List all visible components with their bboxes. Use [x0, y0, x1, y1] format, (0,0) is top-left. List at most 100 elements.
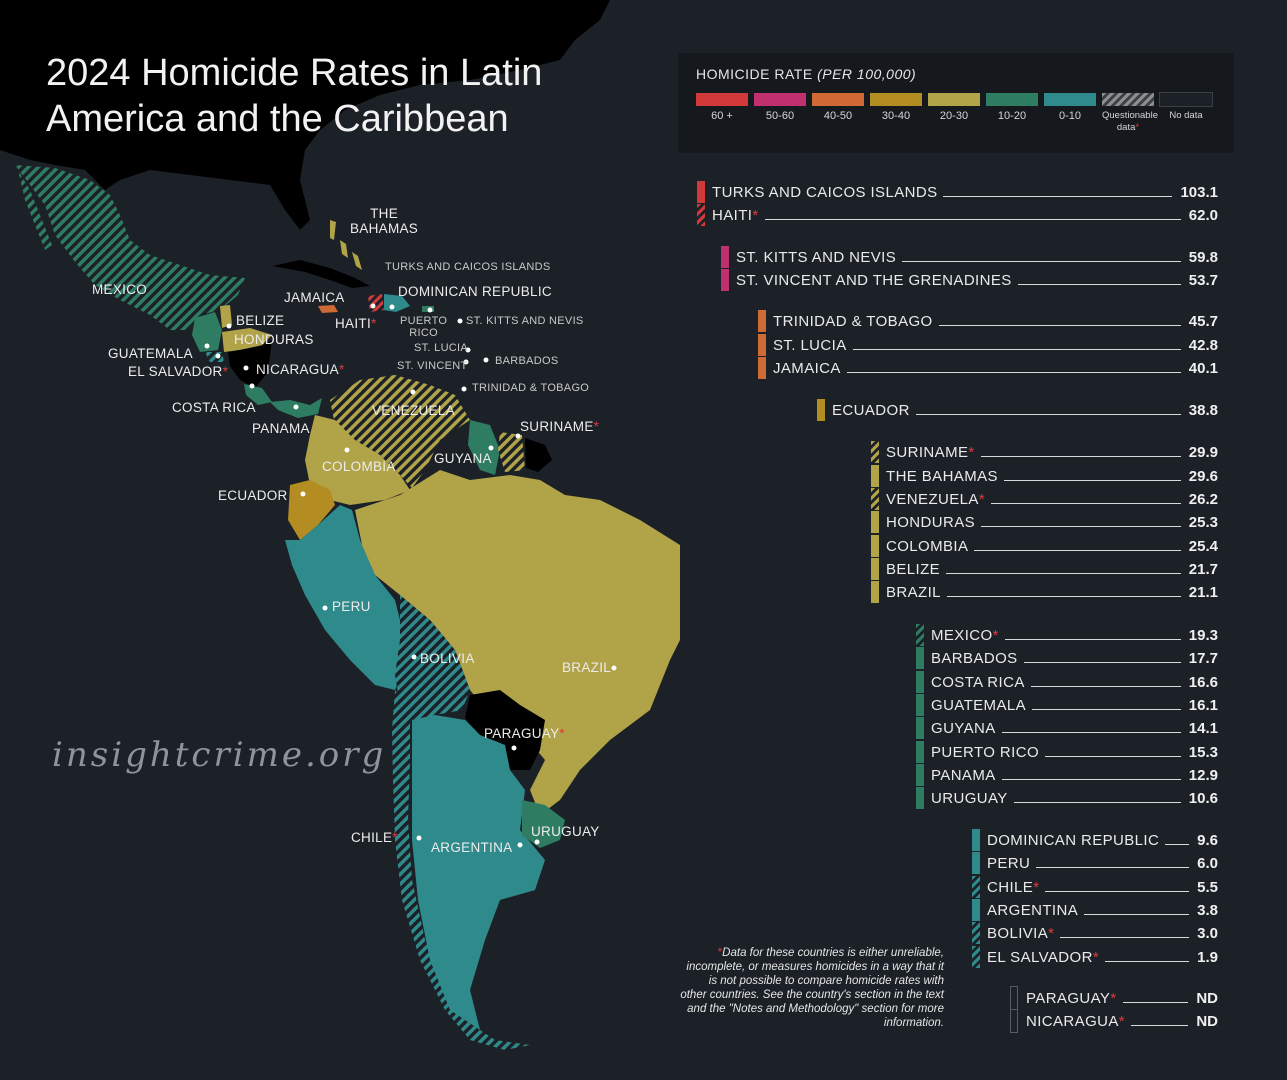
- ranking-row: COSTA RICA 16.6: [916, 671, 1218, 694]
- legend-item: 50-60: [754, 93, 806, 122]
- leader-line: [1165, 844, 1190, 845]
- map-label: VENEZUELA: [372, 403, 455, 418]
- ranking-row: TRINIDAD & TOBAGO 45.7: [758, 310, 1218, 333]
- uruguay-land: [522, 800, 565, 848]
- rate-band-bar: [871, 488, 879, 510]
- homicide-rate-value: 17.7: [1188, 650, 1218, 667]
- questionable-marker: *: [222, 364, 229, 379]
- map-label: COLOMBIA: [322, 459, 396, 474]
- legend-swatch: [928, 93, 980, 106]
- leader-line: [764, 219, 1181, 220]
- ranking-row: ARGENTINA 3.8: [972, 899, 1218, 922]
- map-label: TRINIDAD & TOBAGO: [472, 382, 590, 394]
- homicide-rate-value: 29.9: [1188, 444, 1218, 461]
- rate-band-bar: [697, 181, 705, 203]
- leader-line: [1023, 662, 1181, 663]
- legend-item: 30-40: [870, 93, 922, 122]
- rate-band-bar: [916, 764, 924, 786]
- leader-line: [1004, 639, 1181, 640]
- homicide-rate-value: 40.1: [1188, 360, 1218, 377]
- page-title: 2024 Homicide Rates in Latin America and…: [46, 52, 543, 140]
- rate-band-bar: [916, 694, 924, 716]
- leader-line: [1122, 1002, 1189, 1003]
- rate-band-bar: [758, 357, 766, 379]
- ranking-row: COLOMBIA 25.4: [871, 535, 1218, 558]
- watermark: insightcrime.org: [52, 735, 387, 775]
- map-label: JAMAICA: [284, 290, 345, 305]
- rate-band-bar: [916, 647, 924, 669]
- country-name: ST. LUCIA: [773, 337, 847, 354]
- legend-swatch: [812, 93, 864, 106]
- homicide-rate-value: 25.4: [1188, 538, 1218, 555]
- country-name: BELIZE: [886, 561, 941, 578]
- rate-band-bar: [871, 441, 879, 463]
- country-name: ST. KITTS AND NEVIS: [736, 249, 897, 266]
- leader-line: [1045, 756, 1181, 757]
- questionable-marker: *: [752, 207, 759, 224]
- country-name: THE BAHAMAS: [886, 468, 998, 485]
- leader-line: [915, 414, 1181, 415]
- leader-line: [1036, 867, 1190, 868]
- leader-line: [902, 261, 1181, 262]
- map-label: ST. LUCIA: [414, 342, 469, 354]
- homicide-rate-value: 15.3: [1188, 744, 1218, 761]
- leader-line: [846, 372, 1181, 373]
- country-name: ST. VINCENT AND THE GRENADINES: [736, 272, 1012, 289]
- map-label: CHILE*: [351, 830, 398, 845]
- legend-item: No data: [1159, 92, 1213, 122]
- leader-line: [946, 596, 1181, 597]
- baja-land: [18, 170, 52, 250]
- country-name: EL SALVADOR*: [987, 949, 1100, 966]
- ecuador-land: [288, 480, 335, 540]
- leader-line: [1131, 1025, 1189, 1026]
- leader-line: [1017, 284, 1181, 285]
- country-name: GUYANA: [931, 720, 996, 737]
- homicide-rate-value: 42.8: [1188, 337, 1218, 354]
- legend-label: 10-20: [997, 110, 1027, 122]
- homicide-rate-value: 45.7: [1188, 313, 1218, 330]
- ranking-row: ST. VINCENT AND THE GRENADINES 53.7: [721, 269, 1218, 292]
- country-name: ECUADOR: [832, 402, 910, 419]
- honduras-land: [222, 328, 272, 352]
- leader-line: [946, 573, 1181, 574]
- homicide-rate-value: 21.7: [1188, 561, 1218, 578]
- ranking-row: BELIZE 21.7: [871, 558, 1218, 581]
- leader-line: [943, 196, 1173, 197]
- questionable-marker: *: [1118, 1013, 1126, 1030]
- homicide-rate-value: 38.8: [1188, 402, 1218, 419]
- homicide-rate-value: 1.9: [1197, 949, 1218, 966]
- questionable-marker: *: [978, 491, 986, 508]
- leader-line: [980, 456, 1181, 457]
- country-name: MEXICO*: [931, 627, 999, 644]
- map-label: URUGUAY: [531, 824, 600, 839]
- country-name: CHILE*: [987, 879, 1040, 896]
- guyana-land: [468, 420, 500, 475]
- ranking-row: THE BAHAMAS 29.6: [871, 465, 1218, 488]
- homicide-rate-value: 26.2: [1188, 491, 1218, 508]
- map-label: GUYANA: [434, 451, 492, 466]
- country-name: BARBADOS: [931, 650, 1018, 667]
- homicide-rate-value: 3.8: [1197, 902, 1218, 919]
- questionable-marker: *: [338, 362, 345, 377]
- ranking-row: MEXICO* 19.3: [916, 624, 1218, 647]
- map-label: ARGENTINA: [431, 840, 513, 855]
- map-label: DOMINICAN REPUBLIC: [398, 284, 552, 299]
- country-name: SURINAME*: [886, 444, 975, 461]
- leader-line: [938, 325, 1181, 326]
- rate-band-bar: [817, 399, 825, 421]
- rate-band-bar: [1010, 1009, 1018, 1033]
- ranking-row: TURKS AND CAICOS ISLANDS 103.1: [697, 181, 1218, 204]
- map-label: SURINAME*: [520, 419, 600, 434]
- leader-line: [1060, 937, 1190, 938]
- map-label: GUATEMALA: [108, 346, 193, 361]
- rate-band-bar: [972, 829, 980, 851]
- rate-band-bar: [916, 787, 924, 809]
- homicide-rate-value: 12.9: [1188, 767, 1218, 784]
- legend-label: 20-30: [939, 110, 969, 122]
- leader-line: [1045, 891, 1190, 892]
- map-label: THE BAHAMAS: [350, 206, 419, 236]
- ranking-row: PUERTO RICO 15.3: [916, 741, 1218, 764]
- rate-band-bar: [758, 310, 766, 332]
- leader-line: [1001, 779, 1181, 780]
- map-label: ST. VINCENT: [397, 360, 468, 372]
